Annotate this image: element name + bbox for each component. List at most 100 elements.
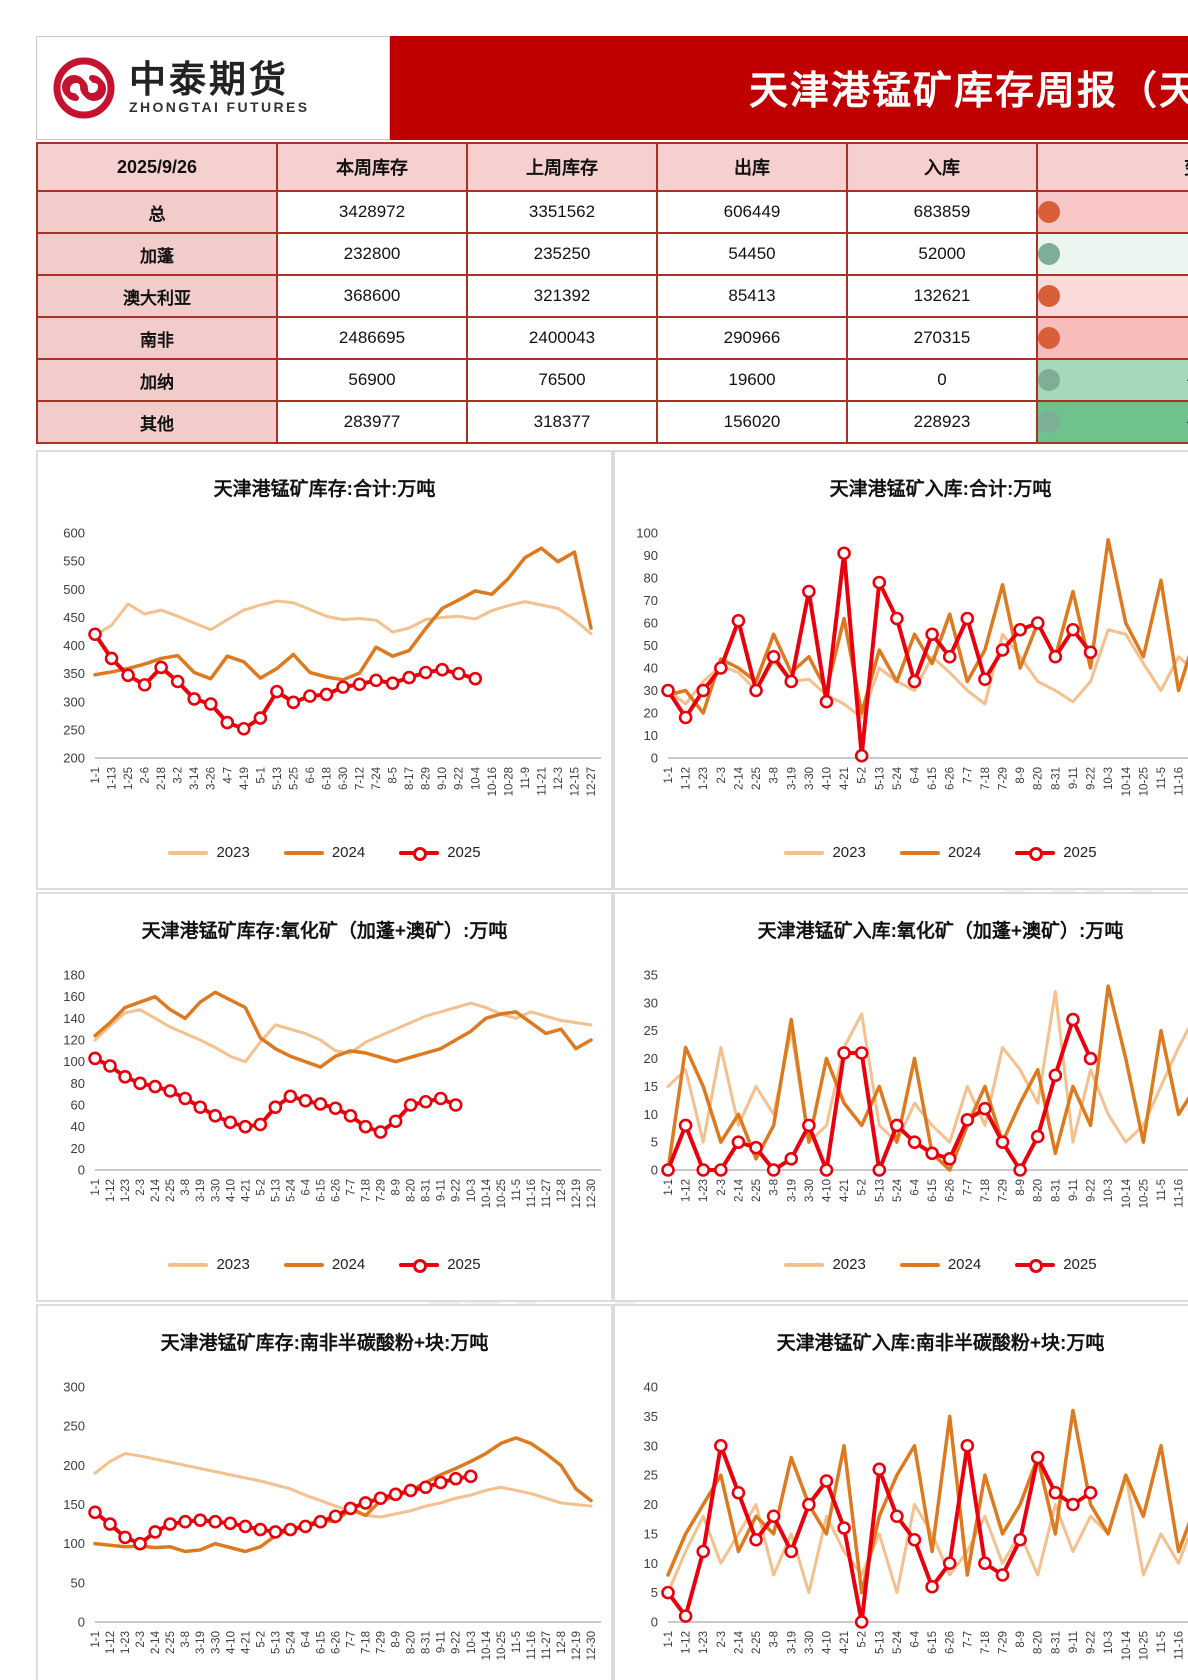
x-axis-tick: 10-3: [1103, 1179, 1115, 1202]
x-axis-tick: 2-25: [751, 1631, 763, 1654]
y-axis-tick: 50: [70, 1575, 84, 1590]
x-axis-tick: 3-19: [786, 1631, 798, 1654]
legend-item-2025: 2025: [399, 1256, 481, 1273]
x-axis-tick: 3-8: [180, 1631, 192, 1648]
outbound-value: 290966: [656, 316, 848, 360]
y-axis-tick: 20: [644, 706, 658, 721]
inbound-value: 52000: [846, 232, 1038, 276]
x-axis-tick: 11-16: [1174, 1179, 1186, 1208]
logo-cn-text: 中泰期货: [129, 58, 289, 100]
x-axis-tick: 1-12: [105, 1631, 117, 1654]
series-marker-2025: [104, 651, 118, 666]
series-marker-2025: [463, 1469, 478, 1484]
series-marker-2025: [238, 1119, 252, 1134]
change-value: 86652: [1060, 328, 1188, 348]
series-marker-2025: [890, 1509, 904, 1524]
x-axis-tick: 3-19: [195, 1179, 207, 1202]
chart-title: 天津港锰矿入库:氧化矿（加蓬+澳矿）:万吨: [757, 921, 1124, 942]
x-axis-tick: 5-2: [857, 767, 869, 784]
x-axis-tick: 6-26: [945, 1179, 957, 1202]
series-marker-2025: [1030, 616, 1045, 630]
series-marker-2025: [269, 684, 284, 699]
x-axis-tick: 1-1: [90, 1631, 102, 1648]
change-cell-inner: 77410: [1038, 192, 1188, 232]
title-banner: 天津港锰矿库存周报（天津振鸿）: [390, 36, 1188, 140]
x-axis-tick: 10-25: [495, 1631, 507, 1660]
legend-item-2023: 2023: [168, 1256, 250, 1273]
legend-line-icon: [283, 850, 324, 855]
series-marker-2025: [678, 1609, 693, 1623]
outbound-value: 54450: [656, 232, 848, 276]
series-marker-2025: [403, 1098, 417, 1112]
y-axis-tick: 35: [644, 1409, 658, 1424]
y-axis-tick: 0: [651, 1615, 658, 1630]
x-axis-tick: 4-10: [821, 1631, 833, 1654]
y-axis-tick: 40: [644, 1380, 658, 1395]
x-axis-tick: 2-14: [150, 1630, 162, 1654]
x-axis-tick: 12-3: [552, 767, 564, 790]
x-axis-tick: 1-25: [123, 767, 135, 790]
legend-marker-icon: [1029, 1258, 1044, 1273]
x-axis-tick: 8-20: [405, 1179, 417, 1202]
series-marker-2025: [418, 665, 432, 680]
this-week-value: 2486695: [276, 316, 468, 360]
series-line-2024: [92, 1436, 593, 1554]
x-axis-tick: 8-31: [420, 1179, 432, 1202]
legend-label: 2025: [447, 844, 481, 861]
change-cell: -19600: [1036, 358, 1188, 402]
x-axis-tick: 6-15: [315, 1179, 327, 1202]
x-axis-tick: 2-25: [751, 767, 763, 790]
series-marker-2025: [854, 1615, 869, 1629]
x-axis-tick: 9-22: [453, 767, 465, 790]
x-axis-tick: 4-19: [238, 767, 250, 790]
x-axis-tick: 3-19: [786, 1179, 798, 1202]
x-axis-tick: 11-16: [1174, 767, 1186, 796]
change-cell-inner: -2450: [1038, 234, 1188, 274]
series-marker-2025: [1083, 645, 1098, 660]
series-marker-2025: [313, 1514, 327, 1529]
legend-line-icon: [1015, 846, 1056, 861]
legend-line-icon: [784, 1262, 825, 1267]
x-axis-tick: 11-16: [1174, 1631, 1186, 1660]
legend-item-2023: 2023: [168, 844, 250, 861]
x-axis-tick: 5-2: [255, 1631, 267, 1648]
x-axis-tick: 11-5: [510, 1179, 522, 1201]
x-axis-tick: 4-21: [839, 767, 851, 790]
legend-item-2025: 2025: [1015, 844, 1097, 861]
y-axis-tick: 40: [644, 661, 658, 676]
last-week-value: 318377: [466, 400, 658, 444]
x-axis-tick: 8-20: [1033, 767, 1045, 790]
x-axis-tick: 10-3: [1103, 767, 1115, 790]
series-marker-2025: [1013, 1163, 1027, 1177]
series-marker-2025: [343, 1109, 357, 1123]
legend-line-icon: [784, 850, 825, 855]
col-outbound: 出库: [656, 142, 848, 192]
x-axis-tick: 3-30: [210, 1179, 222, 1202]
series-marker-2025: [170, 674, 184, 689]
series-marker-2025: [433, 1091, 447, 1106]
legend-label: 2023: [832, 1256, 866, 1273]
series-marker-2025: [253, 711, 267, 725]
x-axis-tick: 9-11: [1068, 767, 1080, 789]
x-axis-tick: 10-25: [1138, 1631, 1150, 1660]
x-axis-tick: 7-18: [980, 767, 992, 790]
x-axis-tick: 7-12: [354, 767, 366, 790]
series-line-2024: [666, 1408, 1188, 1595]
series-marker-2025: [177, 1514, 192, 1529]
outbound-value: 85413: [656, 274, 848, 318]
change-cell: -34400: [1036, 400, 1188, 444]
y-axis-tick: 30: [644, 1438, 658, 1453]
legend-item-2024: 2024: [283, 1256, 365, 1273]
x-axis-tick: 11-5: [1156, 767, 1168, 789]
change-cell-inner: -19600: [1038, 360, 1188, 400]
y-axis-tick: 40: [70, 1119, 84, 1134]
series-marker-2025: [418, 1480, 432, 1495]
x-axis-tick: 10-3: [1103, 1631, 1115, 1654]
legend-label: 2023: [216, 1256, 250, 1273]
x-axis-tick: 1-13: [106, 767, 118, 790]
series-marker-2025: [978, 1101, 992, 1116]
series-marker-2025: [268, 1525, 282, 1539]
x-axis-tick: 8-31: [1050, 1631, 1062, 1654]
